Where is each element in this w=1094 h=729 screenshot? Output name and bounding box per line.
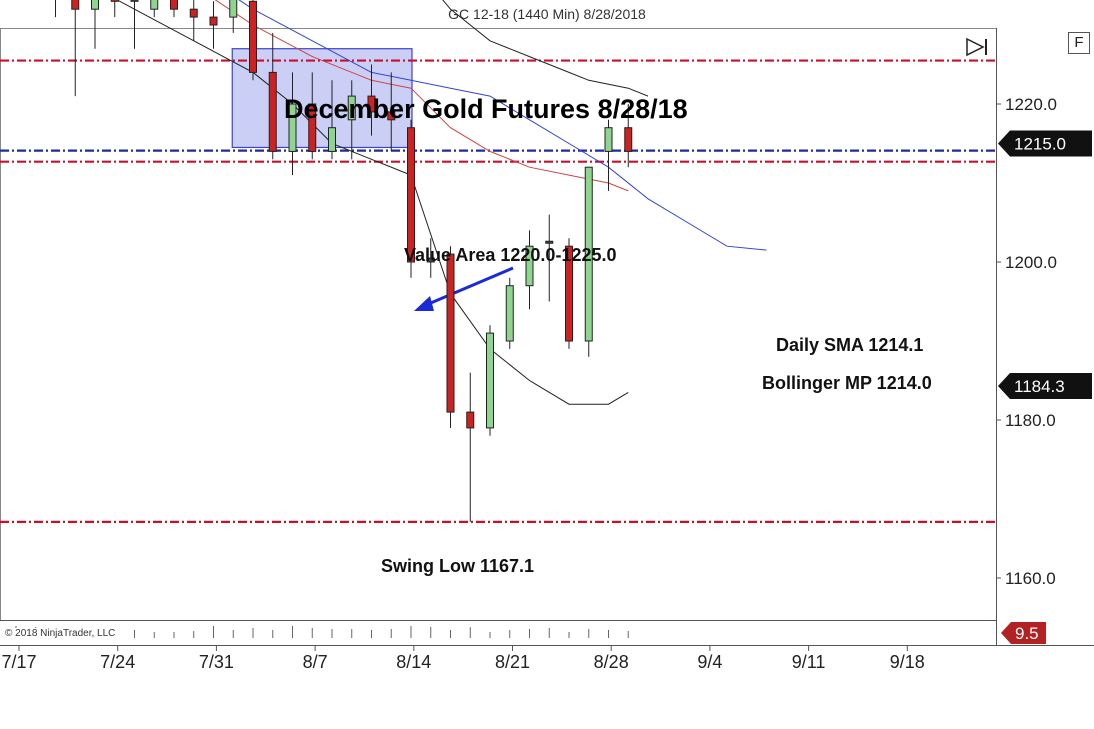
chart-header-title: GC 12-18 (1440 Min) 8/28/2018 (448, 6, 646, 22)
candle-body-23 (466, 411, 475, 429)
value-area-arrow (425, 266, 514, 307)
candle-body-15 (308, 103, 317, 152)
x-tick-label-2: 7/31 (199, 652, 234, 672)
candle-body-5 (110, 0, 119, 2)
value-area-arrowhead (414, 296, 434, 311)
skip-forward-button[interactable] (964, 36, 990, 58)
candle-body-8 (170, 0, 178, 10)
x-tick-label-9: 9/18 (890, 652, 925, 672)
value-area-box (231, 48, 413, 149)
candle-body-10 (209, 16, 218, 26)
candle-body-20 (407, 127, 415, 263)
indicator-flag (1001, 622, 1046, 644)
candle-body-25 (505, 285, 514, 342)
candle-body-16 (328, 127, 336, 152)
candle-body-11 (229, 0, 238, 18)
annotation-swing-low: Swing Low 1167.1 (381, 556, 535, 576)
candle-body-9 (189, 8, 198, 18)
y-tick-label-2: 1200.0 (1005, 253, 1057, 272)
annotation-bollinger-mp: Bollinger MP 1214.0 (762, 373, 932, 393)
lower-bollinger-band (116, 0, 629, 405)
f-button[interactable]: F (1068, 32, 1090, 54)
candle-body-30 (604, 127, 613, 152)
candle-body-21 (426, 257, 435, 263)
x-tick-label-3: 8/7 (303, 652, 328, 672)
annotation-value-area: Value Area 1220.0-1225.0 (404, 245, 617, 265)
x-tick-label-8: 9/11 (792, 652, 826, 672)
candle-body-27 (545, 240, 554, 244)
price-flag-1 (998, 130, 1092, 157)
candle-body-28 (565, 245, 573, 342)
x-tick-label-5: 8/21 (495, 652, 530, 672)
chart-title: December Gold Futures 8/28/18 (284, 94, 688, 124)
candle-body-24 (486, 332, 494, 429)
candle-body-17 (347, 95, 356, 121)
candle-body-3 (71, 0, 80, 10)
x-tick-label-0: 7/17 (1, 652, 36, 672)
candle-body-29 (584, 166, 593, 342)
x-tick-label-7: 9/4 (697, 652, 722, 672)
candle-body-19 (387, 111, 396, 121)
candle-body-12 (249, 0, 257, 73)
candle-body-7 (150, 0, 159, 10)
candle-body-18 (367, 95, 376, 113)
indicator-flag-label: 9.5 (1015, 624, 1039, 643)
y-tick-label-3: 1220.0 (1005, 95, 1057, 114)
y-tick-label-1: 1180.0 (1005, 411, 1056, 430)
copyright-notice: © 2018 NinjaTrader, LLC (3, 628, 118, 639)
x-tick-label-1: 7/24 (100, 652, 135, 672)
skip-forward-icon (966, 37, 987, 57)
price-flag-label-2: 1184.3 (1014, 377, 1065, 396)
daily-sma-line (238, 0, 767, 251)
y-tick-label-0: 1160.0 (1005, 569, 1056, 588)
candle-body-6 (130, 0, 139, 2)
candle-body-26 (525, 245, 534, 287)
x-tick-label-4: 8/14 (396, 652, 431, 672)
candle-body-22 (446, 253, 455, 413)
upper-bollinger-band (442, 0, 649, 97)
candle-body-13 (268, 71, 277, 152)
price-flag-2 (998, 373, 1092, 400)
candle-body-14 (288, 103, 297, 152)
annotation-daily-sma: Daily SMA 1214.1 (776, 335, 924, 355)
candle-body-31 (624, 127, 633, 152)
price-flag-label-1: 1215.0 (1014, 135, 1066, 154)
x-tick-label-6: 8/28 (594, 652, 629, 672)
candle-body-4 (91, 0, 99, 10)
